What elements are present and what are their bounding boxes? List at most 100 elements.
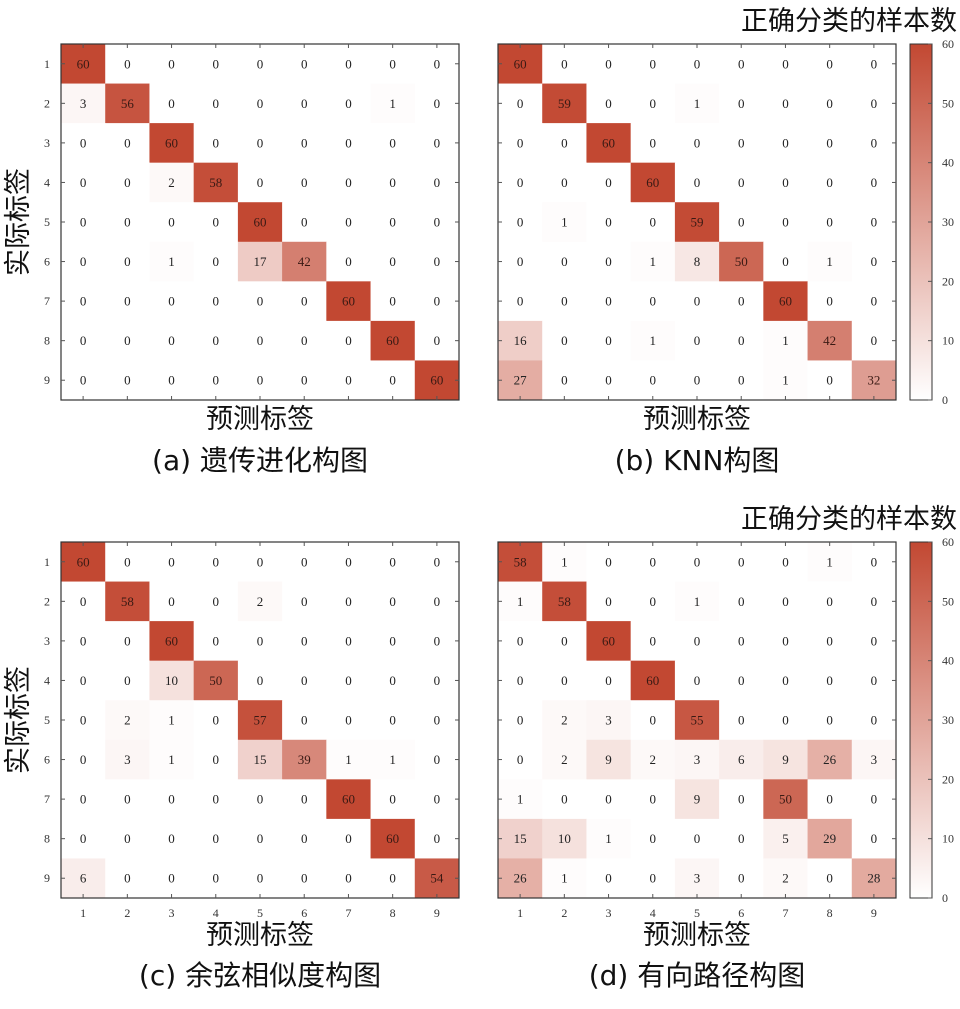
- cell-r3-c2: [542, 123, 587, 164]
- cell-r1-c6: [719, 542, 764, 582]
- cell-label: 0: [782, 713, 789, 728]
- cell-label: 9: [605, 752, 612, 767]
- y-tick-label: 1: [44, 555, 50, 569]
- cell-label: 0: [301, 633, 308, 648]
- x-axis-label: 预测标签: [206, 404, 314, 435]
- cell-label: 6: [738, 752, 745, 767]
- cell-r9-c9: [414, 360, 460, 401]
- cell-label: 0: [345, 594, 352, 609]
- cell-label: 0: [826, 633, 833, 648]
- cell-label: 0: [434, 215, 441, 230]
- cell-r1-c1: [498, 44, 543, 84]
- cell-label: 0: [605, 554, 612, 569]
- cell-label: 0: [168, 215, 175, 230]
- colorbar-tick-label: 40: [942, 156, 954, 170]
- cell-r7-c6: [282, 779, 327, 820]
- cell-r3-c8: [370, 123, 416, 164]
- x-tick-label: 4: [213, 906, 219, 920]
- cell-r5-c6: [282, 202, 327, 243]
- cell-label: 0: [871, 594, 878, 609]
- cell-r8-c5: [237, 320, 283, 361]
- cell-r7-c5: [674, 281, 720, 322]
- cell-r3-c5: [237, 123, 283, 164]
- cell-label: 27: [514, 373, 528, 388]
- cell-label: 0: [782, 633, 789, 648]
- cell-label: 1: [694, 96, 701, 111]
- cell-label: 0: [124, 56, 131, 71]
- cell-label: 0: [561, 56, 568, 71]
- cell-r1-c8: [807, 44, 853, 84]
- cell-label: 0: [389, 871, 396, 886]
- cell-label: 0: [257, 633, 264, 648]
- cell-label: 0: [301, 175, 308, 190]
- cell-label: 0: [124, 135, 131, 150]
- cell-label: 0: [650, 373, 657, 388]
- y-tick-label: 1: [44, 57, 50, 71]
- cell-r9-c8: [370, 858, 416, 899]
- cell-r3-c9: [414, 621, 460, 662]
- cell-label: 0: [213, 594, 220, 609]
- cell-r3-c4: [630, 123, 676, 164]
- y-axis-label: 实际标签: [3, 666, 34, 774]
- x-tick-label: 2: [561, 906, 567, 920]
- cell-r5-c6: [282, 700, 327, 741]
- cell-label: 0: [826, 96, 833, 111]
- cell-r5-c2: [542, 202, 587, 243]
- cell-label: 0: [871, 254, 878, 269]
- cell-r7-c2: [105, 281, 150, 322]
- cell-r6-c7: [763, 739, 808, 780]
- cell-label: 0: [694, 135, 701, 150]
- cell-label: 0: [650, 713, 657, 728]
- cell-label: 0: [257, 792, 264, 807]
- cell-label: 0: [301, 871, 308, 886]
- cell-r6-c1: [61, 739, 106, 780]
- cell-r1-c5: [237, 44, 283, 84]
- cell-label: 2: [650, 752, 657, 767]
- cell-label: 0: [871, 792, 878, 807]
- cell-label: 59: [691, 215, 704, 230]
- cell-label: 0: [301, 56, 308, 71]
- cell-label: 42: [298, 254, 311, 269]
- cell-r9-c1: [498, 360, 543, 401]
- cell-label: 60: [602, 633, 615, 648]
- cell-r4-c3: [586, 660, 632, 701]
- cell-label: 0: [389, 215, 396, 230]
- cell-r4-c9: [851, 660, 897, 701]
- cell-r5-c6: [719, 700, 764, 741]
- cell-r8-c3: [586, 320, 632, 361]
- cell-r1-c4: [630, 44, 676, 84]
- cell-r8-c6: [719, 818, 764, 859]
- cell-r2-c2: [105, 581, 150, 622]
- cell-label: 16: [514, 333, 528, 348]
- cell-r1-c9: [414, 542, 460, 582]
- cell-label: 0: [124, 254, 131, 269]
- cell-label: 0: [694, 673, 701, 688]
- cell-label: 0: [168, 373, 175, 388]
- cell-r2-c4: [630, 581, 676, 622]
- cell-r2-c1: [61, 83, 106, 124]
- panel-c: 60 0 0 0 0 0 0 0 00 58 0 0 2 0 0 0 00 0 60 0 0 0 0 0 00 0 10 50 0 0 0 0…: [3, 541, 460, 992]
- cell-r9-c4: [193, 858, 239, 899]
- cell-label: 0: [605, 871, 612, 886]
- cell-label: 1: [605, 831, 612, 846]
- cell-r3-c6: [719, 621, 764, 662]
- cell-r6-c6: [282, 739, 327, 780]
- cell-label: 0: [434, 294, 441, 309]
- cell-r2-c9: [851, 581, 897, 622]
- cell-label: 0: [213, 871, 220, 886]
- cell-label: 0: [80, 215, 87, 230]
- cell-r9-c8: [807, 858, 853, 899]
- cell-r3-c5: [674, 123, 720, 164]
- cell-r1-c6: [719, 44, 764, 84]
- cell-r4-c4: [193, 660, 239, 701]
- x-tick-label: 3: [169, 906, 175, 920]
- cell-label: 0: [345, 373, 352, 388]
- cell-label: 0: [168, 594, 175, 609]
- y-tick-label: 2: [44, 96, 50, 110]
- cell-r2-c2: [542, 581, 587, 622]
- cell-label: 0: [871, 175, 878, 190]
- cell-r5-c1: [498, 202, 543, 243]
- cell-r7-c2: [542, 779, 587, 820]
- cell-label: 50: [735, 254, 748, 269]
- cell-r1-c3: [149, 44, 195, 84]
